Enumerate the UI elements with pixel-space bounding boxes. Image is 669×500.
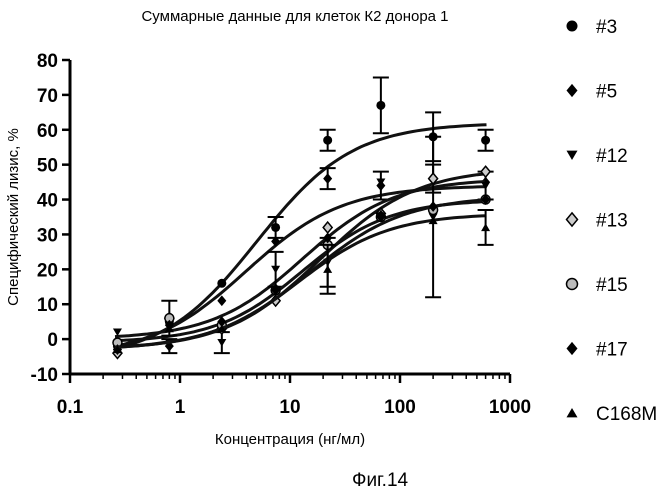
x-tick-label: 10 [279,397,300,418]
y-axis-label: Специфический лизис, % [5,128,22,306]
x-axis-label: Концентрация (нг/мл) [215,431,365,448]
legend-marker [567,21,578,32]
y-tick-label: 40 [37,191,58,212]
x-axis-ticks: 0.1 1 10 100 1000 [57,374,531,418]
data-point [376,101,385,110]
legend-label: #15 [596,275,628,296]
y-tick-label: 10 [37,295,58,316]
figure-caption: Фиг.14 [352,470,408,492]
legend-marker [567,213,578,226]
legend-label: #13 [596,211,628,232]
legend-marker [567,84,578,97]
data-point [271,266,280,274]
x-tick-label: 1000 [489,397,531,418]
y-tick-label: 30 [37,225,58,246]
data-point [323,222,332,233]
data-point [481,136,490,145]
series [113,209,494,353]
data-point [271,223,280,232]
data-point [323,173,332,184]
legend-marker [567,279,578,290]
legend-label: C168M [596,404,657,425]
y-tick-label: -10 [31,365,58,386]
data-point [217,279,226,288]
legend-marker [567,408,578,417]
data-point [481,223,490,231]
y-tick-label: 0 [47,330,58,351]
chart-title: Суммарные данные для клеток К2 донора 1 [141,8,448,25]
legend-marker [567,342,578,355]
x-tick-label: 0.1 [57,397,84,418]
y-tick-label: 20 [37,260,58,281]
data-point [323,265,332,273]
data-point [217,339,226,347]
legend-label: #17 [596,340,628,361]
legend-label: #12 [596,146,628,167]
y-tick-label: 50 [37,156,58,177]
y-tick-label: 80 [37,51,58,72]
y-axis-ticks: -10 0 10 20 30 40 50 60 70 80 [31,51,70,386]
data-point [323,136,332,145]
y-tick-label: 60 [37,121,58,142]
legend-marker [567,151,578,160]
legend-label: #5 [596,82,617,103]
plot-area [113,77,494,358]
x-tick-label: 1 [175,397,186,418]
y-tick-label: 70 [37,86,58,107]
x-tick-label: 100 [384,397,416,418]
legend: #3 #5 #12 #13 #15 #17 C168M [567,17,658,425]
legend-label: #3 [596,17,617,38]
